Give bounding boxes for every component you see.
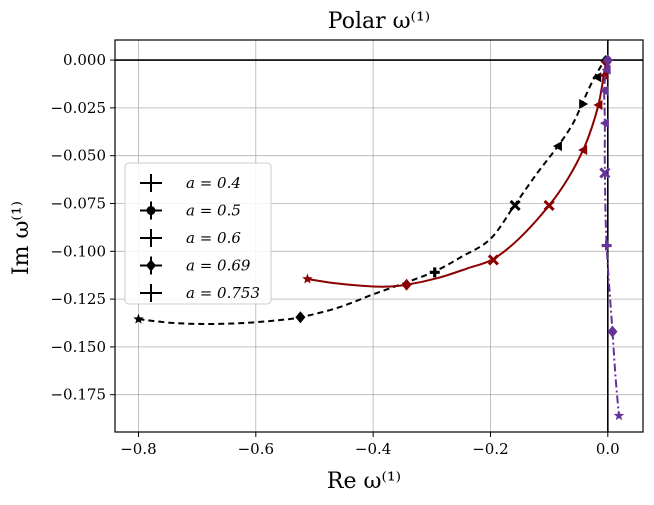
data-point-x <box>509 199 521 211</box>
data-point-tri-left <box>599 85 609 96</box>
y-tick-label: 0.000 <box>63 51 106 69</box>
legend-label: a = 0.753 <box>186 284 260 302</box>
legend-entry: a = 0.753 <box>140 284 260 302</box>
data-point-tri-left <box>601 64 611 75</box>
legend-box <box>124 162 272 305</box>
x-tick-label: −0.2 <box>472 440 508 458</box>
data-point-x <box>599 167 611 179</box>
y-tick-label: −0.075 <box>50 194 106 212</box>
series-line <box>603 59 620 416</box>
series-line <box>138 59 607 325</box>
data-point-tri-left <box>578 144 588 155</box>
data-series <box>133 54 625 421</box>
data-point-star <box>613 410 625 421</box>
legend-entry: a = 0.4 <box>140 174 241 192</box>
y-tick-label: −0.025 <box>50 99 106 117</box>
data-point-tri-left <box>593 100 603 111</box>
data-point-star <box>302 273 313 284</box>
y-tick-label: −0.050 <box>50 147 106 165</box>
chart-title: Polar ω⁽¹⁾ <box>328 9 430 34</box>
data-point-diamond <box>602 54 613 67</box>
data-point-tri-left <box>552 141 562 152</box>
y-axis-ticks: 0.000 −0.025 −0.050 −0.075 −0.100 −0.125 −0.15… <box>50 51 115 404</box>
data-point-star <box>133 313 144 324</box>
y-tick-label: −0.175 <box>50 386 106 404</box>
x-tick-label: −0.6 <box>238 440 274 458</box>
data-point-tri-left <box>592 72 602 83</box>
x-tick-label: 0.0 <box>596 440 620 458</box>
x-axis-ticks: −0.8 −0.6 −0.4 −0.2 0.0 <box>120 432 620 458</box>
legend: a = 0.4 a = 0.5 a = 0.6 a = 0.69 a = 0.753 <box>124 162 272 305</box>
legend-label: a = 0.69 <box>186 257 251 275</box>
data-point-x <box>543 199 555 211</box>
series-purple-dashdot <box>599 54 625 421</box>
data-point-tri-right <box>579 99 589 110</box>
series-line <box>307 59 608 288</box>
data-point-diamond <box>607 325 618 338</box>
legend-marker-circle <box>146 206 156 215</box>
y-tick-label: −0.150 <box>50 338 106 356</box>
y-tick-label: −0.125 <box>50 290 106 308</box>
legend-label: a = 0.5 <box>186 202 241 220</box>
series-dark-red-solid <box>302 55 612 291</box>
x-tick-label: −0.8 <box>120 440 156 458</box>
y-tick-label: −0.100 <box>50 242 106 260</box>
data-point-plus <box>601 240 612 251</box>
legend-label: a = 0.4 <box>186 174 241 192</box>
legend-entry: a = 0.6 <box>140 229 241 247</box>
y-axis-label: Im ω⁽¹⁾ <box>9 201 34 275</box>
legend-marker-diamond <box>146 259 156 272</box>
legend-label: a = 0.6 <box>186 229 241 247</box>
x-axis-label: Re ω⁽¹⁾ <box>327 469 401 494</box>
x-tick-label: −0.4 <box>355 440 391 458</box>
plot-frame <box>114 39 644 433</box>
data-point-plus <box>429 267 440 278</box>
legend-entry: a = 0.5 <box>140 201 241 220</box>
data-point-x <box>487 254 499 266</box>
zero-reference-lines <box>115 40 643 432</box>
data-point-diamond <box>295 311 306 324</box>
data-point-diamond <box>401 278 412 291</box>
legend-entry: a = 0.69 <box>140 256 251 275</box>
data-point-tri-left <box>599 118 609 129</box>
